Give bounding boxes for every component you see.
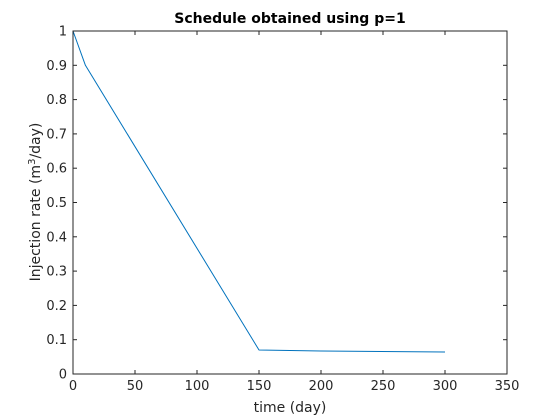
y-tick-label: 0.5	[46, 196, 67, 211]
y-tick-label: 0.1	[46, 333, 67, 348]
x-tick-label: 50	[127, 379, 144, 394]
x-tick-label: 250	[371, 379, 396, 394]
y-axis: 0 0.1 0.2 0.3 0.4 0.5 0.6 0.7 0.8 0.9 1	[46, 25, 507, 383]
x-tick-label: 200	[309, 379, 334, 394]
x-axis-label: time (day)	[254, 400, 327, 416]
y-tick-label: 0	[59, 368, 67, 383]
y-axis-label-prefix: Injection rate (m	[28, 165, 44, 281]
y-tick-label: 0.6	[46, 162, 67, 177]
x-tick-label: 100	[185, 379, 210, 394]
x-tick-label: 350	[495, 379, 520, 394]
series-line-0	[72, 30, 446, 353]
y-tick-label: 0.8	[46, 93, 67, 108]
x-tick-label: 0	[69, 379, 77, 394]
plot-area	[73, 31, 507, 374]
y-axis-label-superscript: 3	[27, 159, 38, 165]
y-tick-label: 0.9	[46, 59, 67, 74]
y-axis-label-suffix: /day)	[28, 123, 44, 159]
y-tick-label: 0.2	[46, 299, 67, 314]
y-tick-label: 0.3	[46, 265, 67, 280]
x-tick-label: 300	[433, 379, 458, 394]
y-tick-label: 1	[59, 25, 67, 40]
y-axis-label: Injection rate (m3/day)	[27, 123, 44, 282]
y-tick-label: 0.7	[46, 127, 67, 142]
series-layer	[72, 30, 446, 353]
x-axis: 0 50 100 150 200 250 300 350	[69, 31, 520, 394]
x-tick-label: 150	[247, 379, 272, 394]
chart-title: Schedule obtained using p=1	[174, 11, 405, 27]
y-tick-label: 0.4	[46, 230, 67, 245]
